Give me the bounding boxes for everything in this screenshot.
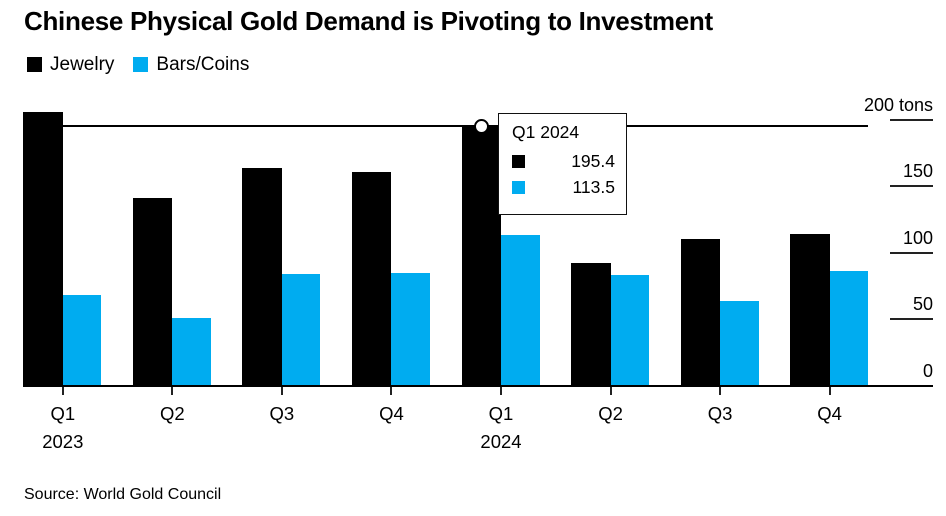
x-label-q3-2023: Q3 [269, 403, 295, 424]
bar-bars-coins-q2-2024[interactable] [610, 275, 650, 386]
hover-marker-icon [473, 118, 489, 134]
tooltip-bars-coins-value: 113.5 [572, 177, 616, 197]
y-tick-200-tons [890, 119, 933, 121]
y-label-0: 0 [922, 360, 933, 381]
bar-jewelry-q3-2024[interactable] [680, 239, 721, 386]
y-tick-150 [890, 185, 933, 188]
x-axis-baseline [23, 384, 933, 387]
y-label-150: 150 [902, 161, 933, 182]
tooltip-jewelry-swatch-icon [512, 155, 525, 168]
bar-bars-coins-q2-2023[interactable] [172, 317, 211, 386]
x-label-q2-2024: Q2 [598, 403, 623, 424]
legend-label-bars-coins: Bars/Coins [156, 54, 250, 75]
x-label-q1-2024: Q1 [488, 403, 514, 424]
bar-jewelry-q3-2023[interactable] [242, 167, 282, 386]
x-year-label-2024: 2024 [480, 431, 522, 452]
x-tick-q2-2023 [171, 386, 174, 395]
legend-item-bars-coins[interactable]: Bars/Coins [133, 55, 249, 74]
x-tick-q1-2024 [500, 386, 502, 395]
bar-bars-coins-q3-2023[interactable] [281, 273, 321, 386]
bar-jewelry-q2-2024[interactable] [571, 263, 611, 386]
jewelry-swatch-icon [27, 57, 42, 72]
x-label-q4-2023: Q4 [379, 403, 404, 424]
bar-bars-coins-q1-2024[interactable] [501, 234, 540, 386]
x-tick-q4-2024 [828, 386, 831, 395]
tooltip-row-bars-coins: 113.5 [512, 177, 615, 198]
tooltip-bars-coins-swatch-icon [512, 181, 525, 194]
bar-jewelry-q4-2023[interactable] [351, 171, 392, 386]
y-tick-50 [890, 318, 933, 321]
x-tick-q3-2023 [280, 386, 283, 395]
x-label-q2-2023: Q2 [160, 403, 185, 424]
bar-bars-coins-q1-2023[interactable] [62, 295, 102, 386]
legend: Jewelry Bars/Coins [27, 55, 249, 74]
crosshair-line [23, 125, 868, 128]
bars-coins-swatch-icon [133, 57, 149, 72]
x-tick-q3-2024 [719, 386, 722, 395]
x-tick-q4-2023 [390, 386, 393, 395]
x-label-q3-2024: Q3 [707, 403, 733, 424]
x-label-q4-2024: Q4 [817, 403, 842, 424]
tooltip-row-jewelry: 195.4 [512, 151, 615, 172]
y-label-100: 100 [902, 227, 933, 248]
bar-jewelry-q1-2024[interactable] [461, 126, 501, 386]
legend-item-jewelry[interactable]: Jewelry [27, 55, 114, 74]
tooltip: Q1 2024 195.4 113.5 [498, 113, 627, 215]
bar-jewelry-q2-2023[interactable] [132, 198, 173, 386]
bar-jewelry-q4-2024[interactable] [790, 234, 830, 386]
y-label-50: 50 [912, 294, 933, 315]
y-tick-100 [890, 251, 933, 254]
x-year-label-2023: 2023 [42, 431, 84, 452]
tooltip-title: Q1 2024 [512, 122, 580, 142]
bar-bars-coins-q4-2023[interactable] [391, 272, 430, 386]
legend-label-jewelry: Jewelry [50, 54, 115, 75]
source-note: Source: World Gold Council [24, 486, 222, 503]
tooltip-jewelry-value: 195.4 [571, 151, 615, 171]
x-tick-q2-2024 [609, 386, 612, 395]
x-tick-q1-2023 [61, 386, 64, 395]
chart-title: Chinese Physical Gold Demand is Pivoting… [24, 6, 713, 36]
x-label-q1-2023: Q1 [50, 403, 76, 424]
bar-jewelry-q1-2023[interactable] [23, 112, 63, 386]
bar-bars-coins-q3-2024[interactable] [720, 300, 759, 386]
bar-bars-coins-q4-2024[interactable] [829, 271, 869, 386]
y-label-200-tons: 200 tons [863, 95, 933, 115]
